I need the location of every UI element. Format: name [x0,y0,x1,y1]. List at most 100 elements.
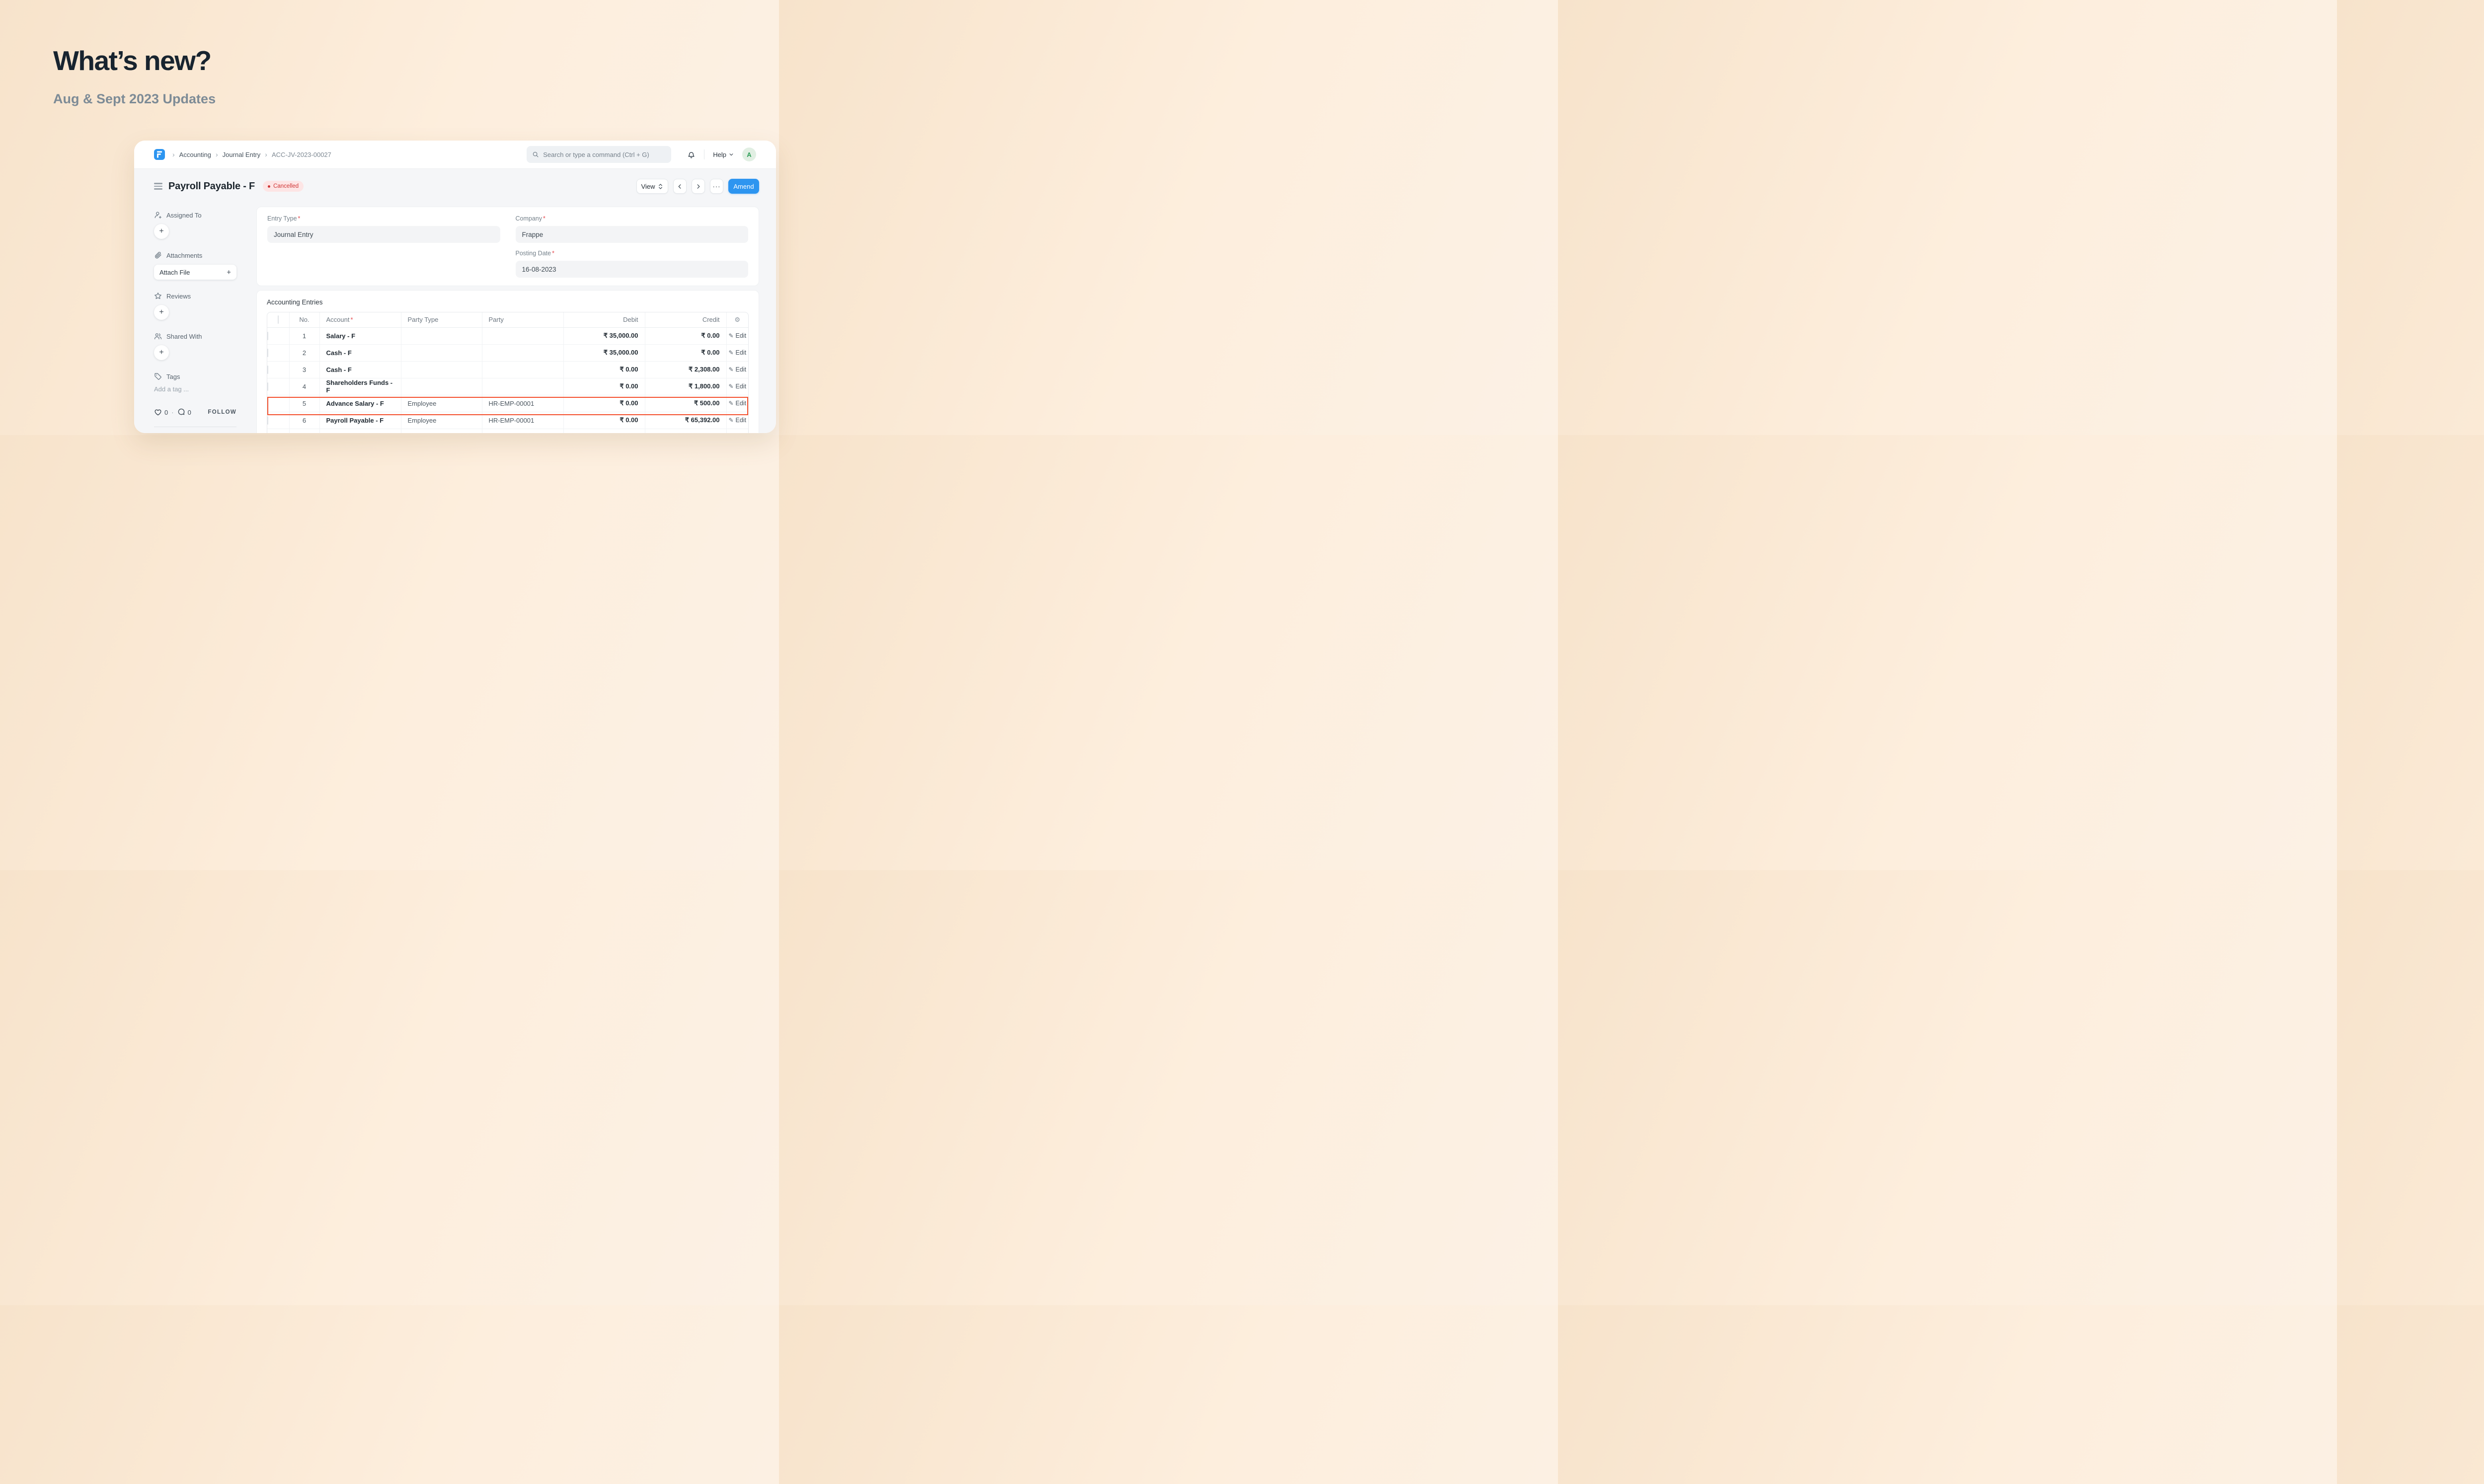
column-header-debit: Debit [563,312,645,328]
notifications-bell-icon[interactable] [687,150,696,159]
search-icon [533,151,539,157]
grid-header-row: No. Account * Party Type Party Debit Cred… [267,312,748,328]
row-checkbox[interactable] [267,348,268,357]
row-checkbox[interactable] [267,416,268,425]
breadcrumb-accounting[interactable]: Accounting [179,150,211,158]
grid-settings-gear-icon[interactable]: ⚙ [726,312,748,328]
required-marker: * [350,316,353,324]
hero-title: What’s new? [53,45,212,76]
follow-button[interactable]: FOLLOW [208,409,236,415]
add-share-button[interactable]: + [154,345,169,360]
view-button-label: View [641,182,655,190]
status-dot-icon [268,185,271,188]
up-down-icon [659,183,663,189]
edit-row-button[interactable]: ✎ Edit [726,344,748,361]
add-tag-input[interactable]: Add a tag ... [154,385,189,393]
posting-date-field: Posting Date * 16-08-2023 [515,250,748,278]
tags-label: Tags [166,372,180,380]
table-row: 6 Payroll Payable - F Employee HR-EMP-00… [267,411,748,429]
comment-icon[interactable] [177,408,185,416]
dot-separator: · [171,408,174,416]
breadcrumb: › Accounting › Journal Entry › ACC-JV-20… [172,150,331,158]
attachments-label: Attachments [166,251,203,259]
edit-row-button[interactable]: ✎ Edit [726,394,748,412]
tags-section: Tags [154,372,236,380]
column-header-credit: Credit [644,312,726,328]
row-checkbox[interactable] [267,399,268,408]
required-marker: * [298,215,301,222]
edit-row-button[interactable]: ✎ Edit [726,361,748,378]
company-label: Company * [515,215,545,222]
menu-icon[interactable] [154,183,162,190]
row-checkbox[interactable] [267,331,268,340]
chevron-right-icon: › [172,150,175,158]
app-window: › Accounting › Journal Entry › ACC-JV-20… [134,141,776,433]
page-body: Payroll Payable - F Cancelled View [134,169,776,433]
view-button[interactable]: View [636,179,668,194]
entry-type-label: Entry Type * [267,215,301,222]
attach-file-label: Attach File [159,268,190,276]
sidebar: Assigned To + Attachments Attach File + [154,207,236,433]
breadcrumb-current-doc: ACC-JV-2023-00027 [271,150,331,158]
heart-icon[interactable] [154,408,162,416]
chevron-right-icon: › [265,150,267,158]
user-avatar[interactable]: A [742,148,756,161]
sidebar-footer: 0 · 0 FOLLOW [154,408,236,416]
next-document-button[interactable] [692,179,705,194]
help-menu[interactable]: Help [713,151,734,158]
row-checkbox[interactable] [267,365,268,374]
add-review-button[interactable]: + [154,305,169,320]
users-icon [154,333,162,340]
chevron-right-icon [697,184,700,189]
assigned-to-label: Assigned To [166,211,202,219]
reviews-section: Reviews [154,292,236,300]
accounting-entries-title: Accounting Entries [267,298,323,306]
pencil-icon: ✎ [728,400,734,407]
more-actions-button[interactable]: ··· [710,179,723,194]
posting-date-input[interactable]: 16-08-2023 [515,261,748,278]
pencil-icon: ✎ [728,332,734,339]
edit-row-button[interactable]: ✎ Edit [726,327,748,344]
breadcrumb-journal-entry[interactable]: Journal Entry [222,150,261,158]
row-checkbox[interactable] [267,382,268,391]
document-title: Payroll Payable - F [168,180,255,192]
table-row-empty [267,428,748,433]
entries-grid: No. Account * Party Type Party Debit Cred… [267,312,749,433]
fields-column-right: Company * Frappe Posting Date * 16-08-2023 [515,215,748,278]
attach-file-button[interactable]: Attach File + [154,265,236,280]
search-input[interactable] [543,150,666,158]
status-badge-label: Cancelled [273,183,299,189]
required-marker: * [543,215,545,222]
like-count: 0 [164,408,168,416]
chevron-left-icon [678,184,681,189]
previous-document-button[interactable] [673,179,687,194]
comment-count: 0 [187,408,191,416]
document-fields-panel: Entry Type * Journal Entry Company * Frapp… [256,207,759,286]
shared-with-label: Shared With [166,332,202,340]
add-assignment-button[interactable]: + [154,224,169,239]
global-search[interactable] [527,146,672,163]
pencil-icon: ✎ [728,417,734,424]
edit-row-button[interactable]: ✎ Edit [726,411,748,429]
reviews-label: Reviews [166,292,191,300]
logo-glyph [157,151,162,158]
edit-row-button[interactable]: ✎ Edit [726,377,748,395]
company-field: Company * Frappe [515,215,748,243]
amend-button[interactable]: Amend [728,179,759,194]
entry-type-input[interactable]: Journal Entry [267,226,500,243]
assigned-to-section: Assigned To [154,211,236,219]
accounting-entries-panel: Accounting Entries No. Accoun [256,290,759,433]
erpnext-logo-icon[interactable] [154,149,165,160]
user-plus-icon [155,212,161,219]
column-header-party: Party [481,312,563,328]
tag-icon [155,373,161,380]
star-icon [155,293,161,299]
content-area: Assigned To + Attachments Attach File + [134,200,776,433]
table-row: 1 Salary - F ₹ 35,000.00 ₹ 0.00 ✎ Edit [267,327,748,344]
table-row: 3 Cash - F ₹ 0.00 ₹ 2,308.00 ✎ Edit [267,361,748,378]
pencil-icon: ✎ [728,349,734,356]
attachments-section: Attachments [154,251,236,259]
company-input[interactable]: Frappe [515,226,748,243]
status-badge: Cancelled [263,181,304,192]
select-all-checkbox[interactable] [277,315,279,324]
